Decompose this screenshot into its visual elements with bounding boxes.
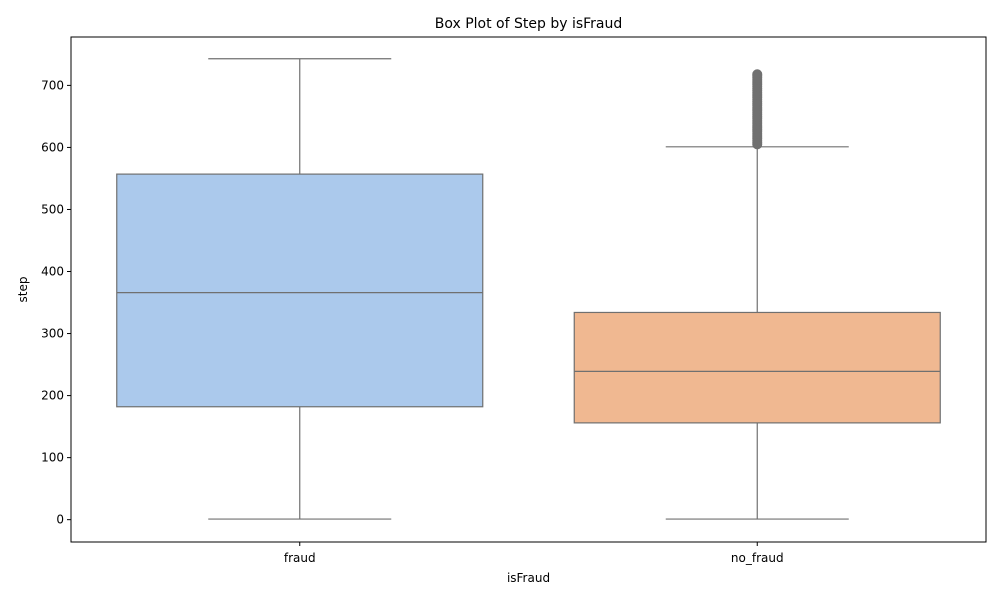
- y-tick-label: 0: [56, 513, 64, 527]
- box-group-no_fraud: [573, 69, 941, 520]
- y-tick-label: 500: [41, 202, 64, 216]
- y-tick-label: 700: [41, 78, 64, 92]
- axes-frame: [70, 36, 987, 543]
- plot-area: [116, 58, 941, 520]
- box-iqr: [116, 173, 484, 408]
- x-axis: fraud no_fraud: [284, 542, 784, 565]
- y-tick-label: 200: [41, 389, 64, 403]
- chart-title: Box Plot of Step by isFraud: [435, 16, 623, 32]
- box-iqr: [573, 311, 941, 424]
- y-axis: 0 100 200 300 400 500 600 700: [41, 78, 71, 527]
- y-tick-label: 600: [41, 140, 64, 154]
- x-tick-label: no_fraud: [731, 551, 784, 565]
- y-tick-label: 100: [41, 451, 64, 465]
- y-axis-title: step: [16, 277, 30, 303]
- outlier-point: [752, 69, 763, 80]
- x-tick-label: fraud: [284, 551, 316, 565]
- y-tick-label: 400: [41, 265, 64, 279]
- y-tick-label: 300: [41, 327, 64, 341]
- x-axis-title: isFraud: [507, 571, 550, 585]
- box-group-fraud: [116, 58, 484, 520]
